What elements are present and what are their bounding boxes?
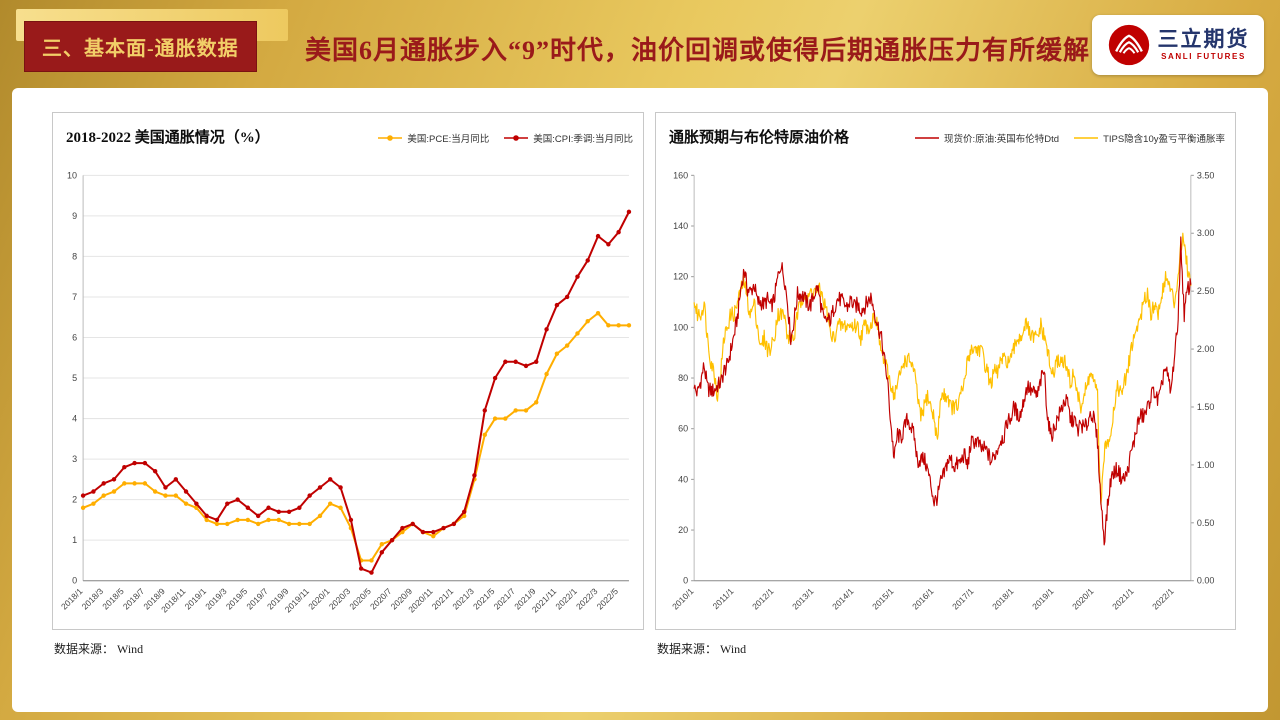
svg-text:2018/1: 2018/1 xyxy=(990,586,1016,612)
svg-text:7: 7 xyxy=(72,292,77,302)
section-label: 三、基本面-通胀数据 xyxy=(42,38,239,60)
svg-text:2022/5: 2022/5 xyxy=(595,586,621,612)
chart-legend: 美国:PCE:当月同比 美国:CPI:季调:当月同比 xyxy=(377,131,633,145)
svg-text:1.00: 1.00 xyxy=(1197,460,1215,470)
legend-item: TIPS隐含10y盈亏平衡通胀率 xyxy=(1073,131,1225,145)
brent-tips-chart-panel: 0 20 40 60 80 100 120 140 160 0.00 0.50 1.00 1.50 2.0… xyxy=(655,112,1236,630)
sanli-logo-icon xyxy=(1108,24,1149,66)
svg-text:10: 10 xyxy=(67,170,77,180)
legend-label: 美国:PCE:当月同比 xyxy=(407,134,490,145)
legend-item: 美国:CPI:季调:当月同比 xyxy=(503,131,633,145)
legend-item: 美国:PCE:当月同比 xyxy=(377,131,489,145)
svg-text:1: 1 xyxy=(72,535,77,545)
svg-text:6: 6 xyxy=(72,332,77,342)
svg-text:2020/1: 2020/1 xyxy=(1070,586,1096,612)
legend-label: 美国:CPI:季调:当月同比 xyxy=(533,134,633,145)
svg-text:3.00: 3.00 xyxy=(1197,228,1215,238)
svg-text:1.50: 1.50 xyxy=(1197,402,1215,412)
svg-text:2017/1: 2017/1 xyxy=(950,586,976,612)
slide-header: 三、基本面-通胀数据 美国6月通胀步入“9”时代，油价回调或使得后期通胀压力有所… xyxy=(0,0,1280,88)
svg-text:40: 40 xyxy=(678,474,688,484)
svg-text:2020/5: 2020/5 xyxy=(347,586,373,612)
section-label-box: 三、基本面-通胀数据 xyxy=(24,21,257,72)
svg-text:2021/1: 2021/1 xyxy=(1110,586,1136,612)
legend-label: TIPS隐含10y盈亏平衡通胀率 xyxy=(1103,134,1225,145)
data-source-note: 数据来源： Wind xyxy=(657,642,747,656)
svg-text:3.50: 3.50 xyxy=(1197,170,1215,180)
svg-text:120: 120 xyxy=(673,272,688,282)
company-logo: 三立期货 SANLI FUTURES xyxy=(1092,15,1264,75)
svg-text:140: 140 xyxy=(673,221,688,231)
svg-text:0.00: 0.00 xyxy=(1197,576,1215,586)
chart-title: 通胀预期与布伦特原油价格 xyxy=(669,130,850,146)
legend-item: 现货价:原油:英国布伦特Dtd xyxy=(914,131,1059,145)
svg-text:60: 60 xyxy=(678,424,688,434)
svg-text:2.00: 2.00 xyxy=(1197,344,1215,354)
svg-text:8: 8 xyxy=(72,251,77,261)
logo-text: 三立期货 SANLI FUTURES xyxy=(1158,29,1250,61)
svg-text:5: 5 xyxy=(72,373,77,383)
svg-text:4: 4 xyxy=(72,414,77,424)
svg-text:2021/3: 2021/3 xyxy=(450,586,476,612)
svg-text:2012/1: 2012/1 xyxy=(750,586,776,612)
svg-text:3: 3 xyxy=(72,454,77,464)
svg-text:2018/5: 2018/5 xyxy=(100,586,126,612)
legend-marker-icon xyxy=(1074,137,1099,139)
svg-text:2022/1: 2022/1 xyxy=(553,586,579,612)
svg-text:2021/7: 2021/7 xyxy=(492,586,518,612)
logo-name-en: SANLI FUTURES xyxy=(1161,52,1246,61)
svg-text:2019/1: 2019/1 xyxy=(183,586,209,612)
svg-text:0.50: 0.50 xyxy=(1197,518,1215,528)
svg-text:2016/1: 2016/1 xyxy=(910,586,936,612)
chart-legend: 现货价:原油:英国布伦特Dtd TIPS隐含10y盈亏平衡通胀率 xyxy=(914,131,1225,145)
svg-text:2019/1: 2019/1 xyxy=(1030,586,1056,612)
legend-marker-icon xyxy=(504,135,529,141)
chart-title: 2018-2022 美国通胀情况（%） xyxy=(66,130,270,146)
inflation-chart-panel: 0 1 2 3 4 5 6 7 8 9 10 2018/1 2018/3 2018/5 2018/7 2018… xyxy=(52,112,644,630)
svg-text:20: 20 xyxy=(678,525,688,535)
svg-text:2022/3: 2022/3 xyxy=(574,586,600,612)
legend-marker-icon xyxy=(378,135,403,141)
svg-text:100: 100 xyxy=(673,322,688,332)
svg-text:2018/3: 2018/3 xyxy=(80,586,106,612)
svg-text:2018/1: 2018/1 xyxy=(59,586,85,612)
svg-text:2022/1: 2022/1 xyxy=(1150,586,1176,612)
svg-text:2011/1: 2011/1 xyxy=(711,586,736,611)
svg-text:2020/1: 2020/1 xyxy=(306,586,332,612)
svg-text:0: 0 xyxy=(72,576,77,586)
svg-text:9: 9 xyxy=(72,211,77,221)
svg-text:2013/1: 2013/1 xyxy=(790,586,816,612)
svg-text:2.50: 2.50 xyxy=(1197,286,1215,296)
svg-text:2015/1: 2015/1 xyxy=(870,586,896,612)
svg-text:2: 2 xyxy=(72,495,77,505)
svg-text:0: 0 xyxy=(683,576,688,586)
legend-label: 现货价:原油:英国布伦特Dtd xyxy=(943,134,1060,145)
legend-marker-icon xyxy=(914,137,939,139)
logo-name-cn: 三立期货 xyxy=(1157,27,1250,51)
svg-text:2019/5: 2019/5 xyxy=(224,586,250,612)
svg-text:2021/1: 2021/1 xyxy=(430,586,456,612)
svg-text:2020/3: 2020/3 xyxy=(327,586,353,612)
brent-tips-line-chart: 0 20 40 60 80 100 120 140 160 0.00 0.50 1.00 1.50 2.0… xyxy=(670,170,1215,612)
svg-text:2020/7: 2020/7 xyxy=(368,586,394,612)
svg-text:2019/3: 2019/3 xyxy=(203,586,229,612)
slide-content: 0 1 2 3 4 5 6 7 8 9 10 2018/1 2018/3 2018/5 2018/7 2018… xyxy=(12,88,1268,712)
slide-title: 美国6月通胀步入“9”时代，油价回调或使得后期通胀压力有所缓解 xyxy=(305,36,1091,65)
svg-text:2018/7: 2018/7 xyxy=(121,586,147,612)
svg-text:2010/1: 2010/1 xyxy=(670,586,696,612)
svg-text:160: 160 xyxy=(673,170,688,180)
data-source-note: 数据来源： Wind xyxy=(54,642,144,656)
us-inflation-line-chart: 0123456789102018/12018/32018/52018/72018… xyxy=(59,170,632,614)
svg-text:2014/1: 2014/1 xyxy=(830,586,856,612)
svg-text:2019/7: 2019/7 xyxy=(244,586,270,612)
svg-text:80: 80 xyxy=(678,373,688,383)
svg-text:2021/5: 2021/5 xyxy=(471,586,497,612)
